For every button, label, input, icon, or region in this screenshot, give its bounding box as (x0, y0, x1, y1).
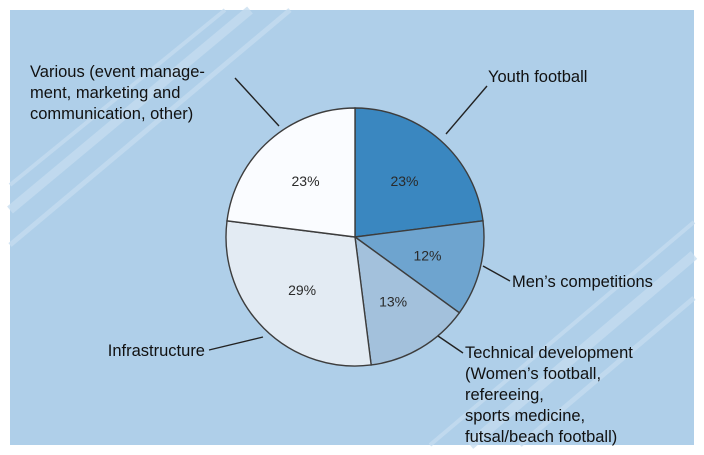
leader-lines (208, 77, 511, 354)
category-label: Youth football (488, 68, 587, 86)
leader-line (445, 85, 488, 135)
pie-slice-4 (226, 107, 356, 238)
category-label: Technical development (Women’s football, r… (465, 344, 633, 446)
leader-line (437, 335, 464, 354)
background-stripe (518, 296, 696, 447)
background-stripe (428, 220, 696, 447)
category-label-line: Infrastructure (108, 342, 205, 360)
category-label-line: futsal/beach football) (465, 428, 617, 446)
slice-value-label: 13% (379, 293, 407, 309)
category-label-line: (Women’s football, (465, 365, 601, 383)
category-label: Various (event manage-ment, marketing an… (30, 63, 205, 123)
pie-slice-2 (354, 235, 461, 366)
category-label-line: sports medicine, (465, 407, 585, 425)
category-label: Men’s competitions (512, 273, 653, 291)
background-stripe (8, 8, 292, 247)
slice-value-label: 23% (390, 173, 418, 189)
category-label-line: refereeing, (465, 386, 544, 404)
category-label: Infrastructure (108, 342, 205, 360)
category-label-line: communication, other) (30, 105, 193, 123)
category-label-line: Men’s competitions (512, 273, 653, 291)
background-stripe (7, 6, 253, 214)
slice-value-label: 29% (288, 282, 316, 298)
slice-value-label: 12% (413, 248, 441, 264)
pie-slices (225, 107, 485, 367)
category-label-line: Technical development (465, 344, 633, 362)
pie-slice-1 (353, 220, 485, 314)
pie-slice-0 (354, 107, 484, 238)
category-label-line: Various (event manage- (30, 63, 205, 81)
category-labels: Youth football Men’s competitions Technica… (30, 63, 653, 446)
pie-slice-3 (225, 220, 372, 367)
category-label-line: ment, marketing and (30, 84, 180, 102)
background-stripe (466, 251, 698, 449)
background-stripe (8, 8, 227, 187)
percentage-labels: 23% 12% 13% 29% 23% (288, 173, 441, 310)
category-label-line: Youth football (488, 68, 587, 86)
leader-line (208, 336, 264, 351)
leader-line (234, 77, 280, 127)
background-stripes (7, 6, 698, 449)
slice-value-label: 23% (292, 173, 320, 189)
leader-line (482, 265, 511, 282)
